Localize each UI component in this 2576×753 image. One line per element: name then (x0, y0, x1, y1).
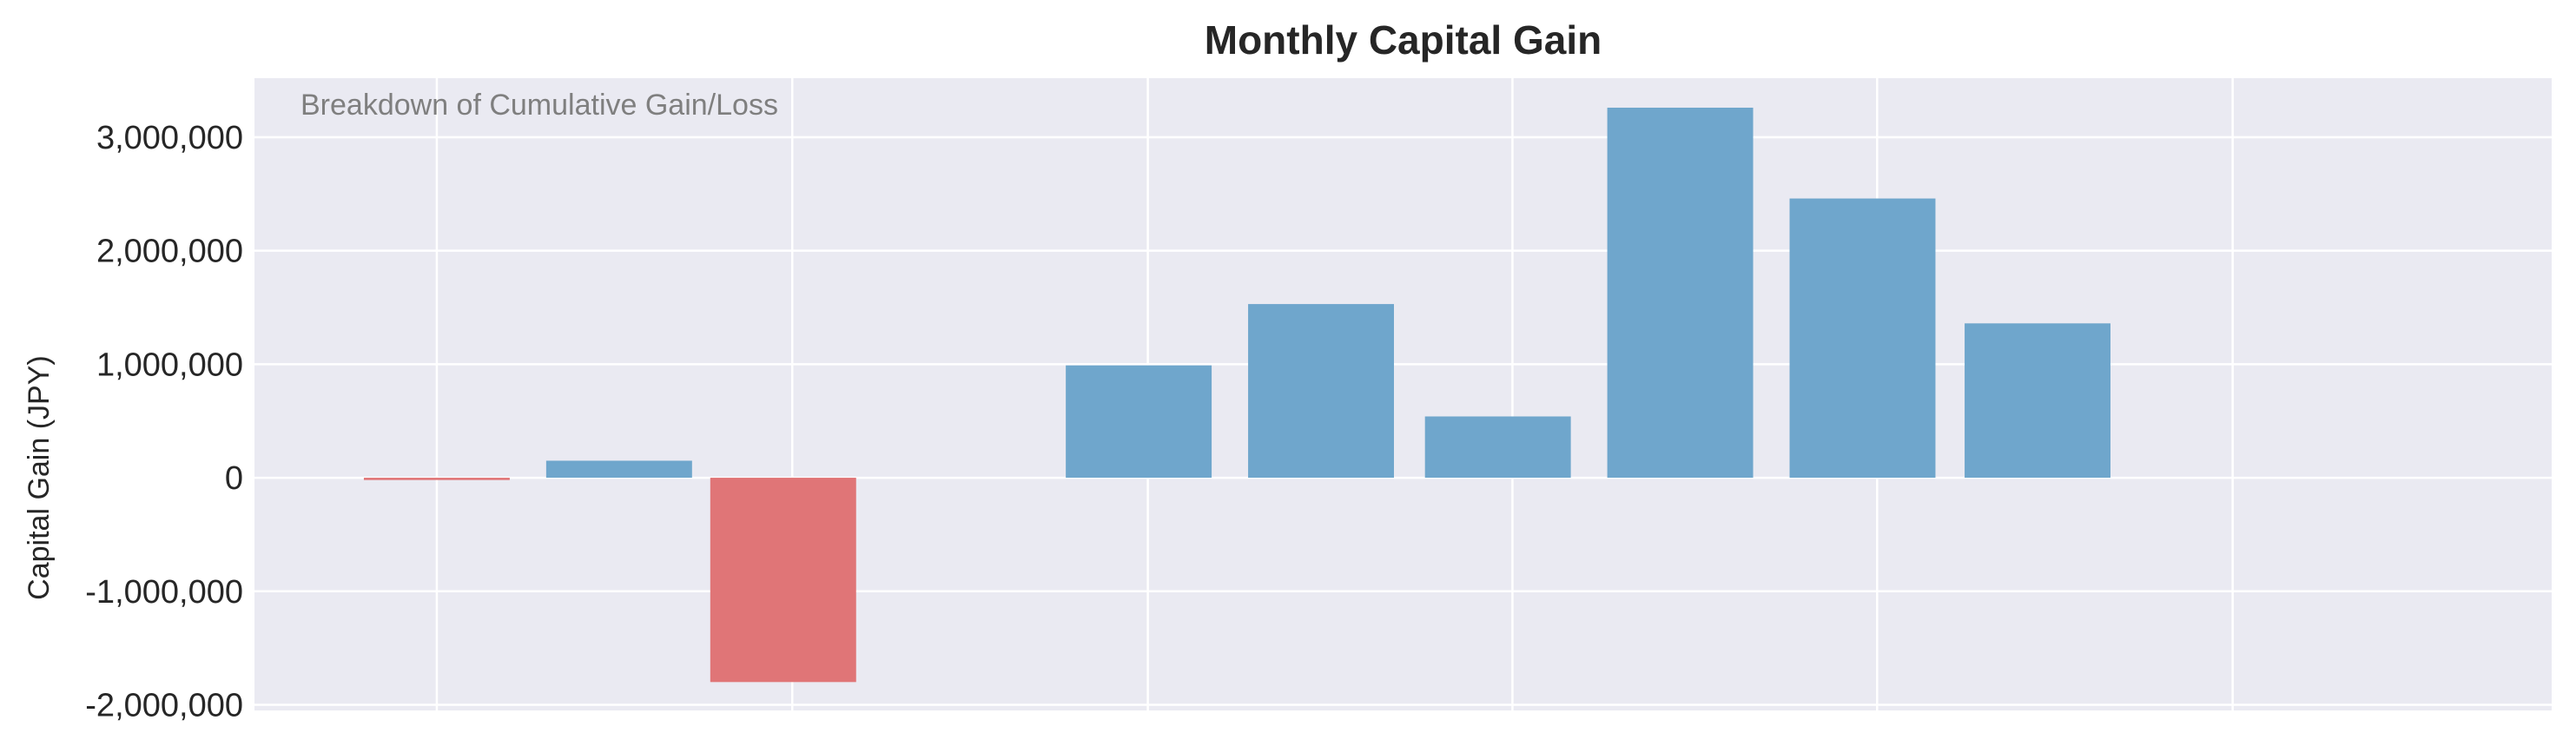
y-tick-label: 3,000,000 (96, 120, 243, 156)
y-tick-labels: -2,000,000 -1,000,000 0 1,000,000 2,000,000 3… (85, 120, 243, 724)
bar (1607, 107, 1754, 479)
y-tick-label: -2,000,000 (85, 687, 243, 723)
bar (710, 478, 856, 683)
bar (363, 478, 510, 480)
bar (1965, 323, 2110, 479)
y-tick-label: 0 (225, 460, 243, 497)
chart-annotation: Breakdown of Cumulative Gain/Loss (301, 89, 778, 122)
y-tick-label: 2,000,000 (96, 234, 243, 270)
bar (1789, 198, 1936, 479)
bar (545, 460, 692, 479)
y-tick-label: 1,000,000 (96, 347, 243, 383)
bar (1248, 304, 1395, 479)
bars (363, 107, 2110, 683)
bar (1066, 365, 1212, 479)
chart-title: Monthly Capital Gain (1205, 17, 1602, 63)
y-tick-label: -1,000,000 (85, 574, 243, 611)
y-axis-label: Capital Gain (JPY) (23, 355, 56, 600)
bar (1424, 416, 1571, 479)
plot-background (254, 78, 2552, 710)
